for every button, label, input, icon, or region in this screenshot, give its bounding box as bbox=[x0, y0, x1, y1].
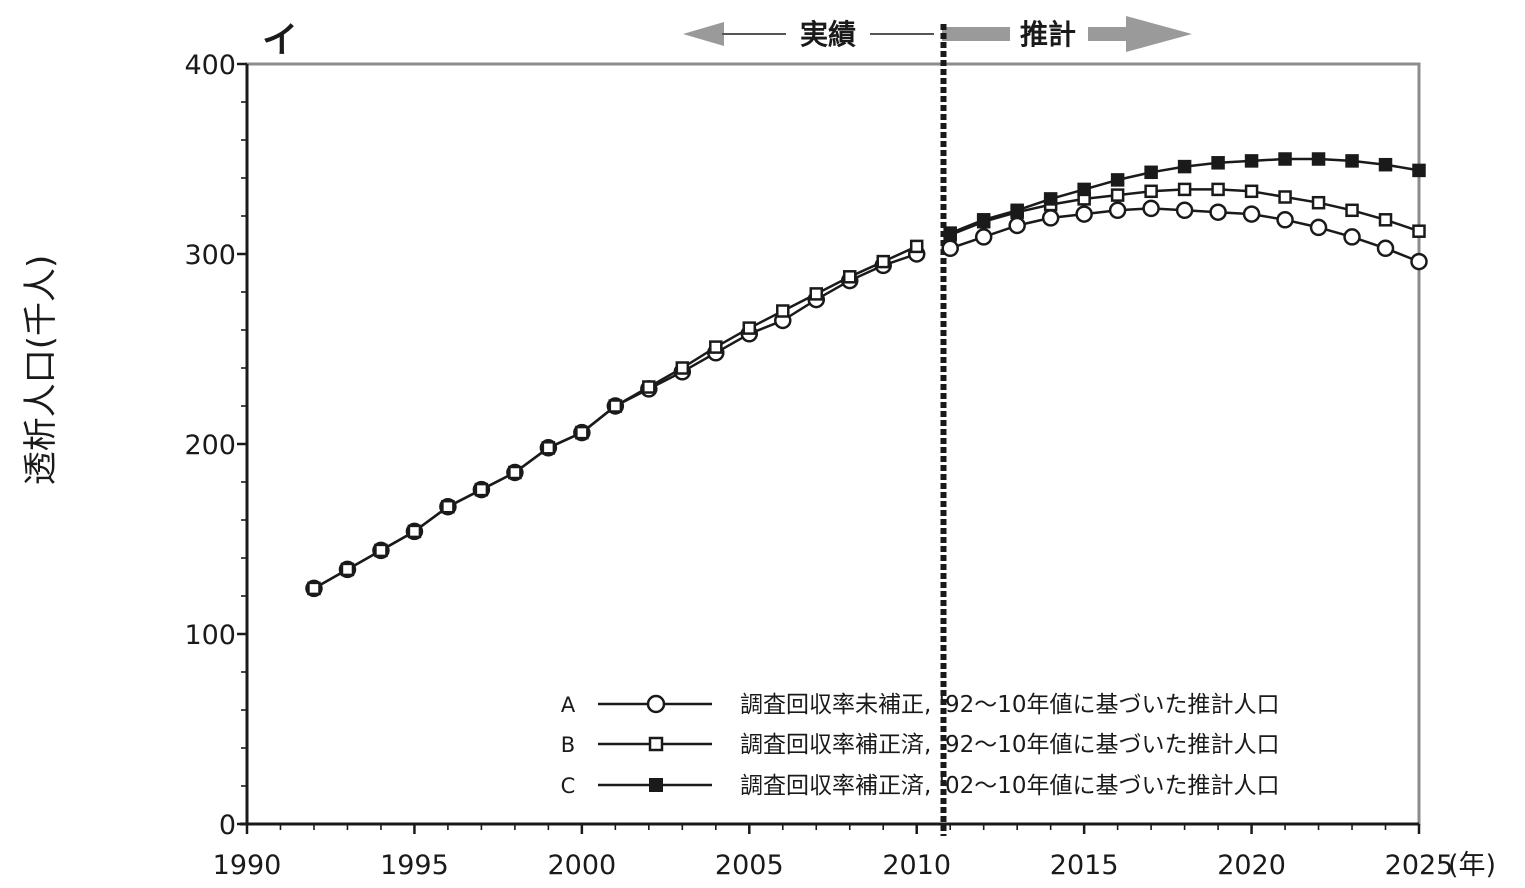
series-point-b bbox=[1345, 203, 1359, 218]
series-point-c bbox=[1412, 163, 1426, 178]
historical-point-b bbox=[307, 581, 321, 596]
x-tick-label: 2025 bbox=[1385, 850, 1454, 881]
legend-item-a: A 調査回収率未補正, '92～10年値に基づいた推計人口 bbox=[561, 692, 1280, 718]
projection-arrow-icon bbox=[1126, 16, 1192, 52]
series-point-b bbox=[1278, 190, 1292, 204]
series-point-a bbox=[941, 239, 959, 258]
series-point-c bbox=[976, 213, 991, 227]
series-point-a bbox=[1175, 201, 1194, 220]
legend-text-b: 調査回収率補正済, '92～10年値に基づいた推計人口 bbox=[740, 732, 1279, 758]
series-point-a bbox=[1108, 201, 1127, 220]
historical-point-b bbox=[909, 239, 924, 254]
historical-point-b bbox=[575, 425, 589, 440]
series-point-c bbox=[1278, 152, 1292, 166]
x-tick-label: 2020 bbox=[1217, 850, 1286, 881]
legend-marker-b bbox=[648, 736, 664, 752]
series-point-a bbox=[1309, 218, 1328, 237]
series-point-c bbox=[1010, 203, 1024, 218]
series-point-b bbox=[1177, 182, 1192, 197]
historical-point-b bbox=[441, 499, 455, 514]
legend-marker-c bbox=[649, 778, 663, 792]
series-point-b bbox=[1311, 195, 1326, 210]
historical-point-b bbox=[508, 465, 522, 480]
legend-key-c: C bbox=[561, 774, 576, 798]
historical-point-b bbox=[374, 543, 388, 558]
legend-marker-a bbox=[646, 694, 666, 714]
series-point-c bbox=[1144, 165, 1158, 180]
axis-ticks: 1990 1995 2000 2005 2010 2015 2020 2025 0 100 200 3… bbox=[184, 50, 1453, 881]
series-point-c bbox=[1311, 152, 1326, 166]
series-point-c bbox=[1077, 182, 1091, 197]
series-layer bbox=[305, 152, 1428, 598]
series-point-a bbox=[1410, 252, 1428, 271]
series-point-a bbox=[1343, 228, 1361, 246]
historical-point-b bbox=[608, 399, 623, 413]
series-point-b bbox=[1110, 188, 1125, 202]
historical-point-b bbox=[742, 321, 757, 335]
legend-key-a: A bbox=[561, 693, 576, 717]
series-point-c bbox=[1244, 154, 1259, 168]
series-point-c bbox=[1043, 192, 1058, 206]
series-point-c bbox=[1177, 159, 1192, 174]
phase-header: 実績 推計 bbox=[683, 16, 1192, 52]
historical-point-b bbox=[642, 380, 656, 394]
series-point-a bbox=[1209, 203, 1227, 221]
historical-point-b bbox=[709, 340, 723, 354]
legend-key-b: B bbox=[561, 733, 575, 757]
series-point-a bbox=[1242, 205, 1261, 223]
series-point-c bbox=[1345, 154, 1359, 168]
legend: A 調査回収率未補正, '92～10年値に基づいた推計人口 B 調査回収率補正済… bbox=[561, 692, 1280, 799]
actual-arrow-icon bbox=[683, 22, 724, 46]
phase-projection-label: 推計 bbox=[1020, 18, 1076, 51]
historical-point-b bbox=[474, 482, 489, 497]
series-point-a bbox=[1142, 199, 1160, 218]
y-tick-label: 200 bbox=[184, 430, 236, 461]
series-point-b bbox=[1378, 213, 1393, 227]
y-tick-label: 400 bbox=[184, 50, 236, 81]
y-tick-label: 0 bbox=[219, 810, 236, 841]
historical-point-b bbox=[407, 524, 422, 539]
y-tick-label: 300 bbox=[184, 240, 236, 271]
historical-point-b bbox=[541, 441, 556, 455]
series-point-c bbox=[1211, 156, 1225, 170]
series-point-a bbox=[1041, 209, 1060, 227]
series-point-a bbox=[974, 228, 993, 246]
historical-point-b bbox=[340, 562, 355, 577]
series-point-c bbox=[1378, 157, 1393, 172]
x-tick-label: 2015 bbox=[1050, 850, 1119, 881]
series-point-a bbox=[1008, 216, 1026, 235]
series-point-b bbox=[1244, 184, 1259, 199]
historical-point-b bbox=[876, 254, 890, 269]
x-tick-label: 2000 bbox=[547, 850, 616, 881]
x-tick-label: 2010 bbox=[882, 850, 951, 881]
historical-point-b bbox=[809, 287, 824, 301]
historical-point-b bbox=[776, 304, 790, 318]
series-point-a bbox=[1075, 205, 1093, 223]
historical-point-b bbox=[675, 361, 690, 375]
series-point-a bbox=[1276, 211, 1294, 229]
x-tick-label: 1995 bbox=[380, 850, 449, 881]
legend-text-c: 調査回収率補正済, '02～10年値に基づいた推計人口 bbox=[740, 773, 1279, 799]
y-tick-label: 100 bbox=[184, 620, 236, 651]
y-axis-title: 透析人口(千人) bbox=[21, 255, 61, 486]
x-tick-label: 2005 bbox=[715, 850, 784, 881]
series-point-b bbox=[1211, 182, 1225, 197]
panel-label: イ bbox=[262, 20, 298, 61]
historical-point-b bbox=[842, 270, 857, 284]
x-tick-label: 1990 bbox=[213, 850, 282, 881]
legend-item-c: C 調査回収率補正済, '02～10年値に基づいた推計人口 bbox=[561, 773, 1280, 799]
series-point-c bbox=[943, 226, 957, 240]
phase-actual-label: 実績 bbox=[800, 18, 856, 51]
projection-arrow-shaft bbox=[942, 27, 1010, 41]
series-point-b bbox=[1144, 184, 1158, 199]
series-point-b bbox=[1412, 224, 1426, 238]
projection-arrow-shaft-right bbox=[1088, 27, 1128, 41]
x-axis-unit: (年) bbox=[1448, 850, 1496, 881]
series-point-c bbox=[1110, 173, 1125, 187]
series-point-a bbox=[1376, 239, 1395, 258]
legend-item-b: B 調査回収率補正済, '92～10年値に基づいた推計人口 bbox=[561, 732, 1280, 758]
legend-text-a: 調査回収率未補正, '92～10年値に基づいた推計人口 bbox=[740, 692, 1279, 718]
